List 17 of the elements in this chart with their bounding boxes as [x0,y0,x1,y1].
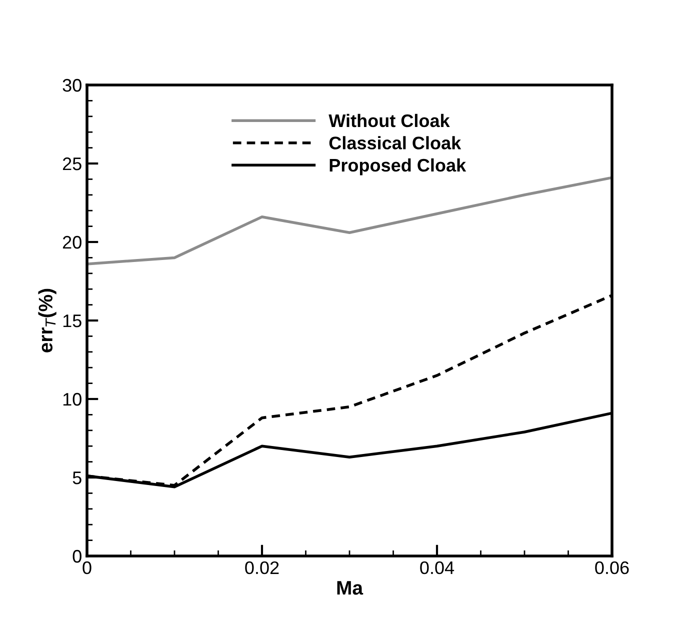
y-tick-label: 25 [62,157,82,170]
legend-label: Classical Cloak [329,136,462,150]
y-tick-label: 10 [63,392,82,406]
x-axis-title: Ma [337,581,364,595]
legend-label: Without Cloak [328,114,450,128]
y-tick-label: 5 [72,472,82,484]
y-tick-label: 15 [63,314,82,328]
x-tick-label: 0 [82,561,92,574]
line-series [87,176,612,266]
legend-label: Proposed Cloak [330,158,466,176]
x-tick-label: 0.06 [595,561,629,574]
y-tick-label: 20 [62,236,82,249]
x-tick-label: 0.04 [420,561,454,574]
x-tick-label: 0.02 [245,561,279,574]
y-tick-label: 30 [62,78,82,92]
y-tick-label: 0 [72,550,82,563]
y-axis-title: err$_{T}$(%) [38,288,56,352]
